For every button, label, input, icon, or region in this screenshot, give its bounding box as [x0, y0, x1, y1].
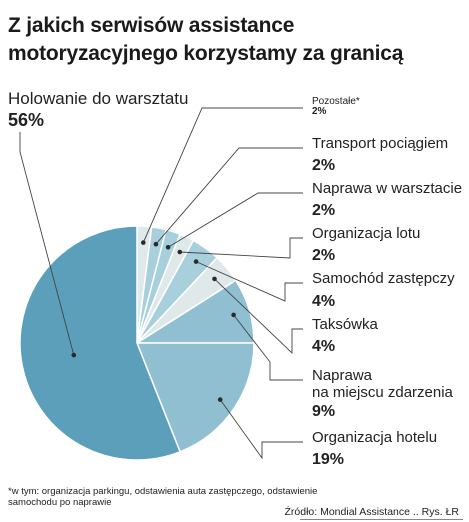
slice-value-holowanie: 56%: [8, 110, 44, 130]
leader-dot-organizacja-hotelu: [217, 397, 223, 402]
leader-line-naprawa-w-warsztacie: [167, 192, 303, 248]
slice-value-naprawa-na-miejscu: 9%: [312, 403, 335, 420]
pie-slice-organizacja-hotelu: [135, 342, 255, 453]
pie-slice-holowanie: [19, 225, 182, 461]
leader-dot-taksowka: [212, 276, 217, 282]
slice-name-naprawa-w-warsztacie: Naprawa w warsztacie: [312, 180, 462, 197]
leader-line-naprawa-na-miejscu: [233, 314, 303, 381]
slice-name-organizacja-hotelu: Organizacja hotelu: [312, 429, 437, 446]
slice-name-taksowka: Taksówka: [312, 316, 379, 333]
source-rule: [300, 519, 463, 520]
slice-name-organizacja-lotu: Organizacja lotu: [312, 225, 420, 242]
slice-value-transport-pociagiem: 2%: [312, 157, 335, 174]
leader-dot-pozostale: [141, 240, 146, 245]
slice-name-transport-pociagiem: Transport pociągiem: [312, 135, 448, 152]
slice-name-pozostale: Pozostałe*: [312, 96, 360, 107]
leader-line-organizacja-hotelu: [219, 399, 303, 460]
leader-line-holowanie: [19, 132, 75, 356]
leader-dot-naprawa-w-warsztacie: [165, 245, 171, 250]
slice-name-naprawa-na-miejscu-line-2: na miejscu zdarzenia: [312, 384, 454, 401]
leader-line-pozostale: [142, 107, 303, 243]
leader-line-transport-pociagiem: [155, 147, 303, 245]
slice-value-organizacja-hotelu: 19%: [312, 451, 344, 468]
leader-line-samochod-zastepczy: [195, 261, 303, 302]
chart-title: Z jakich serwisów assistance motoryzacyj…: [8, 14, 404, 65]
footnote: *w tym: organizacja parkingu, odstawieni…: [8, 486, 318, 508]
leader-line-taksowka: [214, 278, 303, 355]
leader-dot-naprawa-na-miejscu: [231, 312, 236, 318]
slice-value-organizacja-lotu: 2%: [312, 247, 335, 264]
slice-name-holowanie: Holowanie do warsztatu: [8, 89, 188, 108]
slice-value-pozostale: 2%: [312, 106, 327, 117]
slice-value-naprawa-w-warsztacie: 2%: [312, 202, 335, 219]
leader-dot-transport-pociagiem: [153, 241, 159, 247]
slice-name-samochod-zastepczy: Samochód zastępczy: [312, 270, 455, 287]
slice-name-naprawa-na-miejscu-line-1: Naprawa: [312, 367, 373, 384]
leader-line-organizacja-lotu: [179, 237, 303, 259]
leader-dot-holowanie: [71, 352, 77, 358]
source-credit: Źródło: Mondial Assistance .. Rys. ŁR: [284, 506, 460, 518]
slice-value-taksowka: 4%: [312, 338, 335, 355]
slice-value-samochod-zastepczy: 4%: [312, 293, 335, 310]
leader-dot-samochod-zastepczy: [193, 259, 199, 264]
leader-dot-organizacja-lotu: [177, 249, 183, 255]
